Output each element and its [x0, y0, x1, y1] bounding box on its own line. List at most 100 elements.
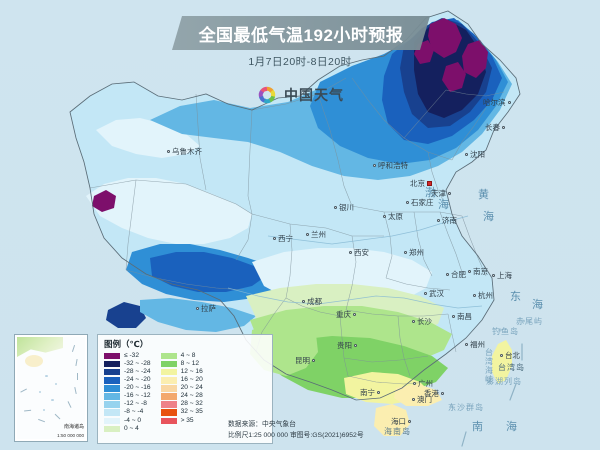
city-label: 沈阳	[470, 150, 485, 159]
sea-label-bohai-2: 海	[438, 199, 451, 211]
city-dot-icon	[373, 164, 376, 168]
island-label-taiwandao: 台湾岛	[498, 363, 525, 372]
legend-row: 24 ~ 28	[160, 392, 203, 400]
city-dot-icon	[167, 150, 170, 154]
city-dot-icon	[377, 391, 380, 395]
city-label: 北京	[410, 179, 425, 188]
rivers	[227, 215, 483, 309]
city-dot-icon	[507, 101, 511, 105]
city-dot-icon	[349, 251, 352, 255]
legend-row: > 35	[160, 417, 203, 425]
inset-hainan-shape	[25, 355, 43, 367]
inset-scale: 1:50 000 000	[57, 433, 84, 438]
city-marker-西安: 西安	[349, 249, 369, 257]
island-label-hainandao: 海南岛	[384, 427, 411, 436]
legend-label: 0 ~ 4	[124, 424, 139, 432]
legend-row: 20 ~ 24	[160, 384, 203, 392]
city-marker-合肥: 合肥	[446, 271, 466, 279]
city-marker-长春: 长春	[485, 124, 505, 132]
weather-spiral-logo-icon	[256, 84, 278, 106]
city-marker-昆明: 昆明	[295, 357, 315, 365]
legend-label: 32 ~ 35	[180, 408, 203, 416]
legend-swatch	[104, 360, 120, 368]
legend-row: 4 ~ 8	[160, 352, 203, 360]
city-dot-icon	[441, 392, 444, 396]
city-dot-icon	[465, 153, 468, 157]
sea-label-huanghai-1: 黄	[478, 189, 491, 201]
city-marker-成都: 成都	[302, 298, 322, 306]
legend-swatch	[104, 385, 120, 392]
city-dot-icon	[446, 273, 449, 277]
city-label: 重庆	[336, 310, 351, 319]
sea-label-bohai-1: 渤	[425, 187, 438, 199]
legend-label: -4 ~ 0	[124, 416, 142, 424]
band-himalaya	[140, 298, 256, 332]
legend-swatch	[160, 409, 177, 416]
city-dot-icon	[406, 201, 409, 205]
legend-row: 16 ~ 20	[160, 376, 203, 384]
city-dot-icon	[302, 300, 305, 304]
city-dot-icon	[468, 270, 471, 274]
footer-scale-approval: 比例尺1:25 000 000 审图号:GS(2021)6952号	[228, 432, 364, 439]
temperature-bands	[70, 11, 520, 436]
legend-row: 12 ~ 16	[160, 368, 203, 376]
city-dot-icon	[312, 359, 315, 363]
city-label: 石家庄	[411, 198, 434, 207]
sea-label-huanghai-2: 海	[483, 211, 496, 223]
sea-label-donghai-1: 东	[510, 291, 523, 303]
city-dot-icon	[424, 292, 427, 296]
city-dot-icon	[383, 215, 386, 219]
national-boundary	[69, 10, 521, 401]
city-label: 济南	[442, 216, 457, 225]
legend-swatch	[160, 377, 177, 384]
city-marker-广州: 广州	[413, 380, 433, 388]
city-dot-icon	[354, 344, 357, 348]
legend-label: -24 ~ -20	[124, 376, 151, 384]
city-marker-拉萨: 拉萨	[196, 305, 216, 313]
city-dot-icon	[408, 420, 411, 424]
city-label: 太原	[388, 212, 403, 221]
sea-label-donghai-2: 海	[532, 299, 545, 311]
legend-swatch	[104, 352, 120, 360]
city-label: 呼和浩特	[378, 161, 408, 170]
city-marker-南昌: 南昌	[452, 313, 472, 321]
legend-label: -16 ~ -12	[124, 392, 151, 400]
legend-label: 28 ~ 32	[180, 400, 203, 408]
city-dot-icon	[500, 354, 503, 358]
city-marker-台北: 台北	[500, 352, 520, 360]
sea-label-nanhai-1: 南	[472, 421, 485, 433]
island-label-chiweiyu: 赤尾屿	[516, 317, 543, 326]
legend-row: 0 ~ 4	[104, 425, 151, 433]
city-label: 台北	[505, 351, 520, 360]
brand-name: 中国天气	[284, 87, 344, 103]
city-label: 广州	[418, 379, 433, 388]
islands	[450, 319, 526, 408]
legend-label: -8 ~ -4	[124, 408, 144, 416]
band-tarim-basin	[86, 178, 252, 244]
legend-row: -20 ~ -16	[104, 384, 151, 392]
nine-dash-line	[461, 343, 523, 447]
legend-label: 24 ~ 28	[180, 392, 203, 400]
city-label: 贵阳	[337, 341, 352, 350]
inset-island-5	[43, 409, 45, 411]
legend-row: 28 ~ 32	[160, 400, 203, 409]
city-label: 西宁	[278, 234, 293, 243]
city-marker-天津: 天津	[431, 190, 451, 198]
legend-swatch	[160, 401, 177, 408]
legend-swatch	[104, 409, 120, 416]
city-marker-杭州: 杭州	[473, 292, 493, 300]
city-label: 武汉	[429, 289, 444, 298]
city-label: 郑州	[409, 248, 424, 257]
city-dot-icon	[492, 274, 495, 278]
city-dot-icon	[448, 192, 451, 196]
city-dot-icon	[334, 206, 337, 210]
city-marker-哈尔滨: 哈尔滨	[483, 99, 511, 107]
city-label: 合肥	[451, 270, 466, 279]
legend-label: -32 ~ -28	[124, 359, 151, 367]
legend-swatch	[104, 393, 120, 400]
island-label-penghu: 澎湖列岛	[486, 377, 522, 386]
sea-label-taiwan-strait: 台湾海峡	[485, 348, 494, 384]
city-dot-icon	[306, 233, 309, 237]
legend-swatch	[160, 360, 177, 368]
city-label: 南宁	[360, 388, 375, 397]
